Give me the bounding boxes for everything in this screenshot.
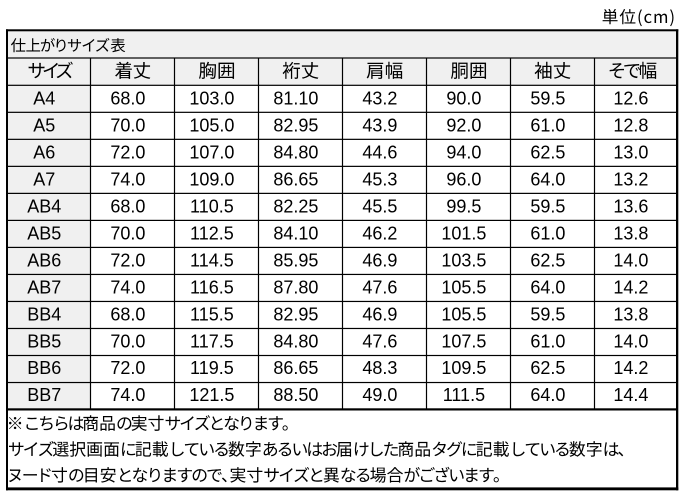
- svg-text:105.5: 105.5: [441, 304, 486, 324]
- svg-text:43.9: 43.9: [362, 116, 397, 136]
- svg-text:103.5: 103.5: [441, 250, 486, 270]
- svg-text:94.0: 94.0: [446, 143, 481, 163]
- svg-text:111.5: 111.5: [443, 385, 485, 405]
- svg-text:92.0: 92.0: [446, 116, 481, 136]
- svg-text:BB7: BB7: [27, 385, 61, 405]
- svg-text:59.5: 59.5: [530, 197, 565, 217]
- svg-text:61.0: 61.0: [530, 116, 565, 136]
- svg-text:47.6: 47.6: [362, 331, 397, 351]
- svg-text:68.0: 68.0: [110, 197, 145, 217]
- svg-text:68.0: 68.0: [110, 89, 145, 109]
- svg-text:45.5: 45.5: [362, 197, 397, 217]
- svg-text:72.0: 72.0: [110, 250, 145, 270]
- svg-text:64.0: 64.0: [530, 385, 565, 405]
- svg-text:110.5: 110.5: [190, 197, 234, 217]
- svg-text:A5: A5: [33, 116, 55, 136]
- svg-text:AB5: AB5: [27, 223, 61, 243]
- svg-text:59.5: 59.5: [530, 304, 565, 324]
- svg-text:A6: A6: [33, 143, 55, 163]
- svg-text:101.5: 101.5: [441, 223, 486, 243]
- svg-text:70.0: 70.0: [110, 116, 145, 136]
- svg-text:13.8: 13.8: [613, 304, 648, 324]
- svg-text:A4: A4: [33, 89, 55, 109]
- svg-text:107.5: 107.5: [441, 331, 486, 351]
- svg-text:82.95: 82.95: [273, 116, 318, 136]
- svg-text:BB4: BB4: [27, 304, 61, 324]
- svg-text:BB6: BB6: [27, 358, 61, 378]
- svg-text:116.5: 116.5: [190, 277, 234, 297]
- svg-text:105.0: 105.0: [189, 116, 234, 136]
- svg-text:72.0: 72.0: [110, 143, 145, 163]
- svg-text:70.0: 70.0: [110, 223, 145, 243]
- svg-text:84.10: 84.10: [273, 223, 318, 243]
- svg-text:BB5: BB5: [27, 331, 61, 351]
- svg-text:12.6: 12.6: [613, 89, 648, 109]
- svg-text:14.0: 14.0: [613, 331, 648, 351]
- svg-text:109.5: 109.5: [441, 358, 486, 378]
- svg-text:90.0: 90.0: [446, 89, 481, 109]
- svg-text:14.2: 14.2: [613, 277, 648, 297]
- svg-text:74.0: 74.0: [110, 277, 145, 297]
- svg-text:105.5: 105.5: [441, 277, 486, 297]
- svg-text:61.0: 61.0: [530, 223, 565, 243]
- svg-text:13.8: 13.8: [613, 223, 648, 243]
- svg-text:114.5: 114.5: [190, 250, 234, 270]
- svg-text:12.8: 12.8: [613, 116, 648, 136]
- svg-text:61.0: 61.0: [530, 331, 565, 351]
- svg-text:62.5: 62.5: [530, 143, 565, 163]
- svg-text:45.3: 45.3: [362, 170, 397, 190]
- svg-text:74.0: 74.0: [110, 385, 145, 405]
- svg-text:64.0: 64.0: [530, 277, 565, 297]
- svg-text:AB7: AB7: [27, 277, 61, 297]
- svg-text:81.10: 81.10: [273, 89, 318, 109]
- svg-text:86.65: 86.65: [273, 170, 318, 190]
- svg-text:117.5: 117.5: [190, 331, 234, 351]
- svg-text:115.5: 115.5: [190, 304, 234, 324]
- svg-text:AB4: AB4: [27, 197, 61, 217]
- svg-text:13.2: 13.2: [613, 170, 648, 190]
- svg-text:14.0: 14.0: [613, 250, 648, 270]
- svg-text:49.0: 49.0: [362, 385, 397, 405]
- svg-text:86.65: 86.65: [273, 358, 318, 378]
- svg-text:46.9: 46.9: [362, 250, 397, 270]
- svg-text:47.6: 47.6: [362, 277, 397, 297]
- svg-text:107.0: 107.0: [189, 143, 234, 163]
- svg-text:48.3: 48.3: [362, 358, 397, 378]
- svg-text:109.0: 109.0: [189, 170, 234, 190]
- svg-text:88.50: 88.50: [273, 385, 318, 405]
- svg-text:74.0: 74.0: [110, 170, 145, 190]
- svg-text:64.0: 64.0: [530, 170, 565, 190]
- svg-text:AB6: AB6: [27, 250, 61, 270]
- svg-text:46.2: 46.2: [362, 223, 397, 243]
- svg-text:62.5: 62.5: [530, 250, 565, 270]
- svg-text:85.95: 85.95: [273, 250, 318, 270]
- svg-text:82.95: 82.95: [273, 304, 318, 324]
- svg-text:59.5: 59.5: [530, 89, 565, 109]
- svg-text:43.2: 43.2: [362, 89, 397, 109]
- svg-text:72.0: 72.0: [110, 358, 145, 378]
- svg-text:103.0: 103.0: [189, 89, 234, 109]
- svg-text:87.80: 87.80: [273, 277, 318, 297]
- svg-text:13.0: 13.0: [613, 143, 648, 163]
- svg-text:84.80: 84.80: [273, 143, 318, 163]
- svg-text:44.6: 44.6: [362, 143, 397, 163]
- svg-text:14.4: 14.4: [613, 385, 648, 405]
- svg-text:68.0: 68.0: [110, 304, 145, 324]
- svg-text:14.2: 14.2: [613, 358, 648, 378]
- svg-text:70.0: 70.0: [110, 331, 145, 351]
- svg-text:82.25: 82.25: [273, 197, 318, 217]
- svg-text:13.6: 13.6: [613, 197, 648, 217]
- svg-text:A7: A7: [33, 170, 55, 190]
- svg-text:119.5: 119.5: [190, 358, 234, 378]
- svg-text:121.5: 121.5: [189, 385, 234, 405]
- svg-text:96.0: 96.0: [446, 170, 481, 190]
- svg-text:99.5: 99.5: [446, 197, 481, 217]
- svg-text:112.5: 112.5: [190, 223, 234, 243]
- svg-text:84.80: 84.80: [273, 331, 318, 351]
- svg-text:46.9: 46.9: [362, 304, 397, 324]
- svg-text:62.5: 62.5: [530, 358, 565, 378]
